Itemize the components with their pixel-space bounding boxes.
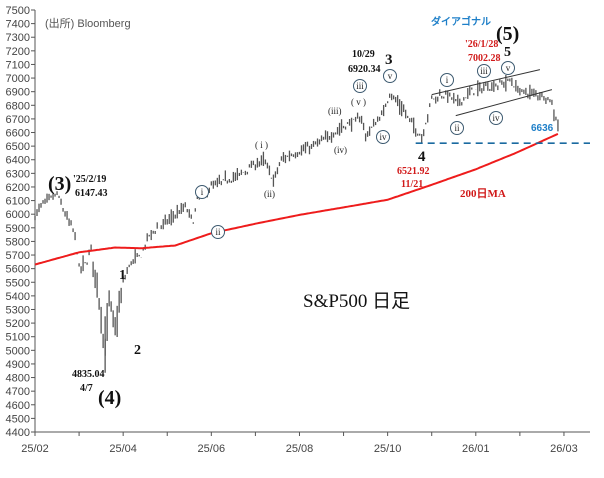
y-tick-label: 6800 [6, 100, 30, 112]
paren-i-label: ( i ) [255, 140, 268, 150]
x-tick-label: 25/06 [198, 443, 226, 455]
y-tick-label: 7300 [6, 32, 30, 44]
circled-i-3: i [440, 73, 454, 87]
wave-3-major: (3) [48, 173, 71, 195]
wave-3-date: '25/2/19 [73, 174, 106, 185]
reference-lines [415, 69, 590, 144]
circled-ii-1: ii [211, 225, 225, 239]
wave-5-label: 5 [504, 45, 511, 60]
y-tick-label: 4800 [6, 373, 30, 385]
y-tick-label: 5800 [6, 236, 30, 248]
y-tick-label: 5200 [6, 318, 30, 330]
wave-4-low-date: 4/7 [80, 383, 93, 394]
wave-3-top-value: 6920.34 [348, 64, 381, 75]
y-tick-label: 6500 [6, 141, 30, 153]
wave-4-value: 6521.92 [397, 166, 430, 177]
circled-i-1: i [195, 185, 209, 199]
svg-text:iv: iv [379, 132, 387, 142]
x-tick-label: 25/02 [21, 443, 49, 455]
chart-title: S&P500 日足 [303, 291, 410, 312]
svg-text:ii: ii [215, 227, 221, 237]
paren-iv-label: (iv) [334, 145, 347, 155]
svg-text:iii: iii [356, 81, 364, 91]
circled-v-3: v [501, 61, 515, 75]
last-value-label: 6636 [531, 123, 554, 134]
y-tick-label: 6200 [6, 182, 30, 194]
price-bars [34, 74, 559, 373]
paren-ii-label: (ii) [264, 189, 275, 199]
diagonal-upper-line [431, 69, 541, 96]
wave-3-top-date: 10/29 [352, 49, 375, 60]
circled-iii-2: iii [353, 79, 367, 93]
svg-text:i: i [201, 187, 204, 197]
wave-4-date: 11/21 [401, 179, 423, 190]
wave-5-date: '26/1/28 [465, 39, 498, 50]
y-tick-label: 7500 [6, 5, 30, 17]
wave-5-value: 7002.28 [468, 53, 501, 64]
diagonal-label: ダイアゴナル [431, 15, 491, 28]
wave-4-major: (4) [98, 387, 121, 409]
y-tick-label: 4500 [6, 413, 30, 425]
svg-text:ii: ii [454, 123, 460, 133]
diagonal-lower-line [455, 89, 553, 117]
y-tick-label: 7400 [6, 19, 30, 31]
y-tick-label: 5300 [6, 304, 30, 316]
y-tick-label: 4600 [6, 400, 30, 412]
y-tick-label: 5600 [6, 264, 30, 276]
y-tick-label: 6000 [6, 209, 30, 221]
svg-text:iv: iv [492, 113, 500, 123]
x-tick-label: 26/03 [550, 443, 578, 455]
x-tick-label: 26/01 [462, 443, 490, 455]
y-tick-label: 6600 [6, 128, 30, 140]
svg-text:i: i [446, 75, 449, 85]
y-tick-label: 5400 [6, 291, 30, 303]
y-tick-label: 6700 [6, 114, 30, 126]
y-tick-label: 4400 [6, 427, 30, 439]
y-tick-label: 5100 [6, 332, 30, 344]
circled-v-2: v [383, 69, 397, 83]
y-tick-label: 5900 [6, 223, 30, 235]
wave-3-value: 6147.43 [75, 188, 108, 199]
paren-iii-label: (iii) [328, 106, 342, 116]
wave-1-label: 1 [119, 268, 126, 283]
svg-text:v: v [388, 71, 393, 81]
y-tick-label: 7000 [6, 73, 30, 85]
svg-text:v: v [506, 63, 511, 73]
y-tick-label: 5700 [6, 250, 30, 262]
x-axis: 25/02 25/04 25/06 25/08 25/10 26/01 26/03 [21, 431, 590, 455]
y-tick-label: 4700 [6, 386, 30, 398]
wave-4-low-value: 4835.04 [72, 369, 105, 380]
ma-label: 200日MA [460, 187, 506, 200]
y-tick-label: 6900 [6, 87, 30, 99]
x-tick-label: 25/04 [109, 443, 137, 455]
paren-v-label: ( v ) [351, 97, 366, 107]
wave-2-label: 2 [134, 343, 141, 358]
y-tick-label: 6300 [6, 168, 30, 180]
source-label: (出所) Bloomberg [45, 16, 131, 30]
y-tick-label: 6100 [6, 196, 30, 208]
svg-text:iii: iii [480, 66, 488, 76]
wave-5-major: (5) [496, 23, 519, 45]
circled-iii-3: iii [477, 64, 491, 78]
y-tick-label: 4900 [6, 359, 30, 371]
circled-iv-2: iv [376, 130, 390, 144]
x-tick-label: 25/08 [286, 443, 314, 455]
ma200-line [34, 132, 559, 266]
circled-iv-3: iv [489, 111, 503, 125]
y-tick-label: 6400 [6, 155, 30, 167]
y-tick-label: 5500 [6, 277, 30, 289]
y-tick-label: 5000 [6, 345, 30, 357]
wave-3-label: 3 [385, 52, 393, 68]
wave-4-label: 4 [418, 149, 426, 165]
y-tick-label: 7100 [6, 59, 30, 71]
x-tick-label: 25/10 [374, 443, 402, 455]
y-tick-label: 7200 [6, 46, 30, 58]
circled-ii-3: ii [450, 121, 464, 135]
